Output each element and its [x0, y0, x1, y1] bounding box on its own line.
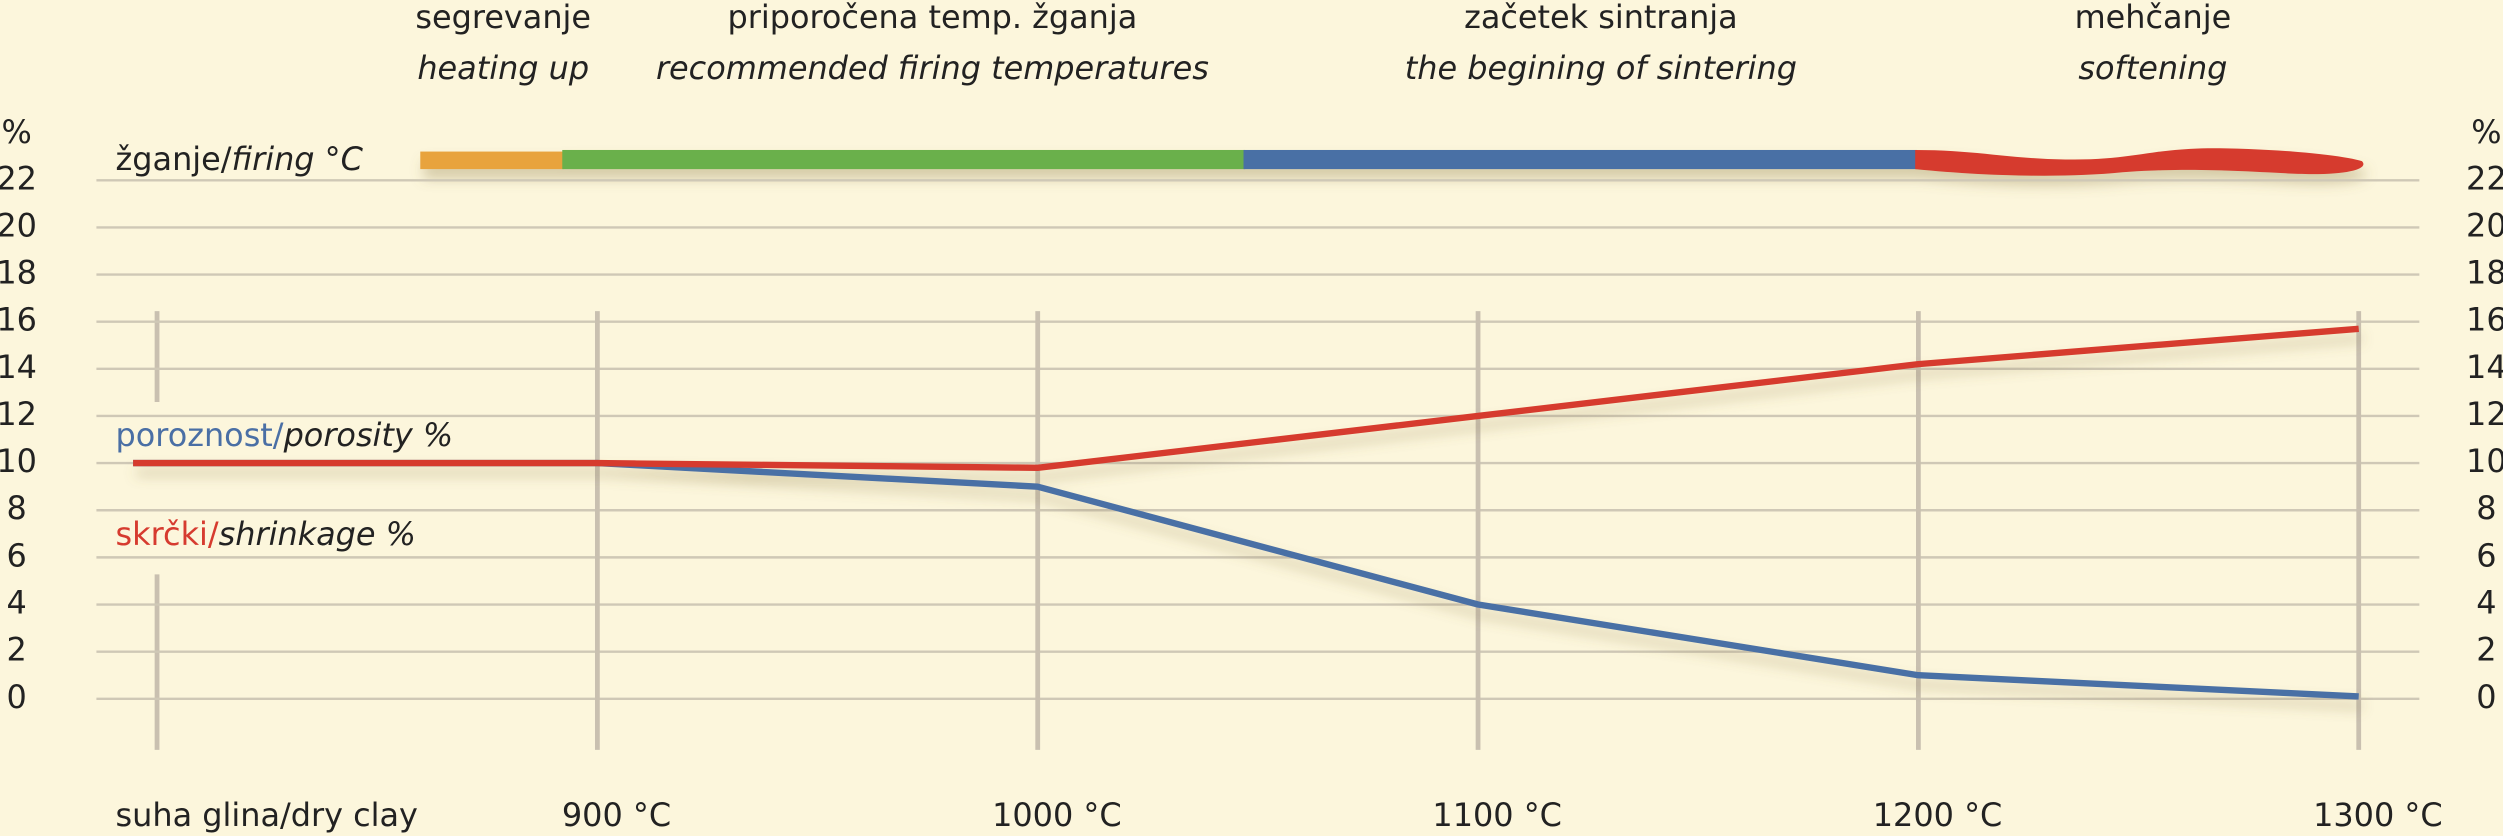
legend-name: skrčki/	[116, 515, 219, 553]
legend-entry: poroznost/porosity %	[116, 416, 454, 454]
phase-bar	[1915, 148, 2364, 176]
y-tick-label: 14	[0, 348, 37, 386]
y-tick-label: 6	[2476, 536, 2496, 574]
y-tick-label: 0	[6, 678, 26, 716]
y-tick-label: 12	[2466, 395, 2503, 433]
x-tick-label: 1000 °C	[992, 796, 1122, 834]
firing-label: žganje/firing °C	[116, 140, 364, 178]
phase-label-en: softening	[2078, 49, 2227, 87]
y-tick-label: 20	[2466, 206, 2503, 244]
y-tick-label: 22	[0, 159, 37, 197]
phase-label-en: heating up	[417, 49, 589, 87]
y-tick-label: 6	[6, 536, 26, 574]
y-tick-label: 18	[2466, 254, 2503, 292]
y-tick-label: 16	[0, 301, 37, 339]
y-tick-label: 10	[0, 442, 37, 480]
y-tick-label: 0	[2476, 678, 2496, 716]
y-tick-label: 2	[2476, 631, 2496, 669]
y-tick-label: 12	[0, 395, 37, 433]
phase-bar	[1243, 149, 1917, 170]
x-tick-label: 1300 °C	[2313, 796, 2443, 834]
y-tick-label: 4	[2476, 584, 2496, 622]
series-line	[133, 459, 2359, 700]
legend-entry: skrčki/shrinkage %	[116, 515, 416, 553]
x-tick-label: 900 °C	[562, 796, 671, 834]
y-tick-label: 18	[0, 254, 37, 292]
y-tick-label: 14	[2466, 348, 2503, 386]
phase-label: priporočena temp. žganja	[728, 0, 1138, 36]
y-tick-label: 16	[2466, 301, 2503, 339]
phase-bar	[562, 149, 1246, 170]
y-tick-label: 4	[6, 584, 26, 622]
firing-bar	[420, 148, 2364, 176]
legend-name-en: shrinkage %	[219, 515, 416, 553]
phase-label: segrevanje	[415, 0, 591, 36]
series-line	[133, 325, 2359, 472]
phase-label-en: the begining of sintering	[1405, 49, 1797, 87]
phase-label: mehčanje	[2075, 0, 2232, 36]
firing-label-en: firing °C	[232, 140, 364, 178]
x-tick-label: 1200 °C	[1873, 796, 2003, 834]
y-tick-label: 2	[6, 631, 26, 669]
y-tick-label: 10	[2466, 442, 2503, 480]
x-tick-label: suha glina/dry clay	[116, 796, 418, 834]
y-tick-label: 8	[6, 489, 26, 527]
legend-name: poroznost/	[116, 416, 284, 454]
phase-label: začetek sintranja	[1464, 0, 1738, 36]
y-tick-label: 20	[0, 206, 37, 244]
legend-name-en: porosity %	[283, 416, 454, 454]
firing-label-sl: žganje/	[116, 140, 232, 178]
x-tick-label: 1100 °C	[1432, 796, 1562, 834]
phase-label-en: recommended firing temperatures	[656, 49, 1209, 87]
lines	[133, 325, 2359, 700]
y-unit: %	[2471, 113, 2501, 151]
y-unit: %	[1, 113, 31, 151]
phase-bar	[420, 151, 564, 170]
y-tick-label: 8	[2476, 489, 2496, 527]
y-tick-label: 22	[2466, 159, 2503, 197]
